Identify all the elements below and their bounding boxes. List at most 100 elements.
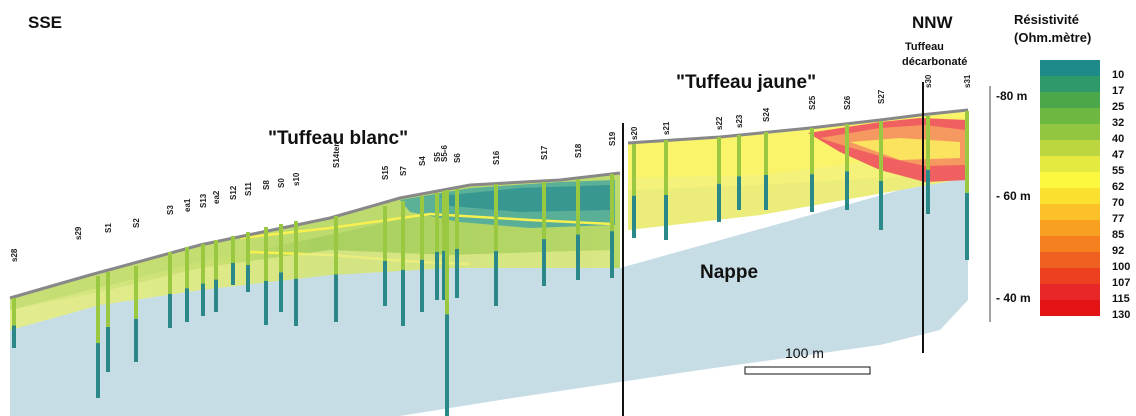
borehole-label: S4 [418,156,427,166]
borehole-upper [134,266,138,319]
legend-value: 25 [1112,101,1124,113]
borehole-label: S11 [244,182,253,196]
borehole-lower [401,269,405,326]
label-tuffeau-decarbonate-2: décarbonaté [902,56,967,68]
borehole-upper [845,124,849,172]
borehole-label: S24 [762,107,771,122]
borehole-label: S5-6 [440,145,449,162]
scale-bar-label: 100 m [785,345,824,361]
borehole-lower [576,234,580,280]
borehole-label: S19 [608,131,617,146]
legend-swatch-55 [1040,156,1100,172]
borehole-label: S6 [453,153,462,163]
legend-swatch-100 [1040,252,1100,268]
label-tuffeau-decarbonate-1: Tuffeau [905,41,944,53]
borehole-label: s21 [662,121,671,135]
borehole-lower [632,195,636,238]
borehole-label: s30 [924,74,933,88]
yellow-horizon-1 [239,212,613,240]
borehole-upper [810,128,814,175]
direction-nnw: NNW [912,13,954,32]
legend-swatch-85 [1040,220,1100,236]
legend-value: 17 [1112,85,1124,97]
borehole-upper [632,144,636,196]
borehole-lower [12,325,16,348]
borehole-upper [445,190,449,315]
borehole-lower [494,251,498,306]
borehole-label: S14ter [332,144,341,168]
borehole-lower [764,174,768,210]
borehole-lower [737,176,741,210]
legend-swatch-107 [1040,268,1100,284]
borehole-lower [294,278,298,326]
borehole-label: S13 [199,193,208,208]
borehole-label: S18 [574,143,583,158]
borehole-lower [442,250,446,300]
label-nappe: Nappe [700,262,758,283]
legend-value: 40 [1112,133,1124,145]
borehole-lower [435,251,439,300]
borehole-upper [455,189,459,249]
borehole-upper [576,179,580,235]
borehole-lower [420,259,424,312]
teal-lens-core [440,185,610,212]
label-tuffeau-blanc: "Tuffeau blanc" [268,128,408,149]
borehole-upper [664,140,668,195]
legend-value: 77 [1112,213,1124,225]
borehole-label: s22 [715,116,724,130]
legend-title-1: Résistivité [1014,12,1079,27]
borehole-upper [246,232,250,265]
borehole-label: S0 [277,178,286,188]
borehole-lower [231,262,235,285]
legend-title-2: (Ohm.mètre) [1014,30,1091,45]
borehole-upper [965,111,969,193]
borehole-lower [264,280,268,325]
depth-60: - 60 m [996,189,1031,203]
borehole-upper [231,236,235,263]
legend-value: 115 [1112,293,1130,305]
borehole-label: S16 [492,150,501,165]
borehole-lower [279,272,283,312]
legend-swatch-10 [1040,60,1100,76]
depth-80: -80 m [996,89,1027,103]
label-tuffeau-jaune: "Tuffeau jaune" [676,72,816,93]
legend-swatch-17 [1040,76,1100,92]
borehole-upper [879,121,883,181]
borehole-lower [879,180,883,230]
borehole-upper [264,227,268,281]
legend-swatch-32 [1040,108,1100,124]
borehole-label: S26 [843,95,852,110]
legend-value: 55 [1112,165,1124,177]
borehole-lower [445,314,449,416]
borehole-lower [201,283,205,316]
borehole-lower [810,174,814,212]
resistivity-legend: 10 17 25 32 40 47 55 62 70 77 85 92 100 107 115 130 [1040,60,1130,321]
borehole-label: s31 [963,74,972,88]
borehole-upper [494,184,498,252]
borehole-labels: s28 s29 S1 S2 S3 ea1 S13 ea2 S12 S11 S8 S0 s10 S14ter… [10,74,972,262]
borehole-label: S2 [132,218,141,228]
boreholes [12,111,969,416]
borehole-upper [168,252,172,294]
borehole-upper [401,201,405,270]
red-zone-core [850,138,960,160]
borehole-lower [96,343,100,398]
borehole-lower [246,265,250,292]
borehole-upper [764,132,768,175]
legend-value: 100 [1112,261,1130,273]
borehole-label: S27 [877,89,886,104]
borehole-lower [845,171,849,210]
borehole-lower [214,279,218,312]
legend-swatch-47 [1040,140,1100,156]
borehole-upper [201,244,205,284]
legend-swatch-62 [1040,172,1100,188]
borehole-lower [664,195,668,240]
borehole-lower [185,288,189,322]
borehole-label: S1 [104,223,113,233]
borehole-lower [106,327,110,372]
legend-swatch-77 [1040,204,1100,220]
borehole-upper [279,224,283,273]
lower-left-band [10,250,612,330]
borehole-lower [383,261,387,306]
borehole-upper [717,137,721,184]
